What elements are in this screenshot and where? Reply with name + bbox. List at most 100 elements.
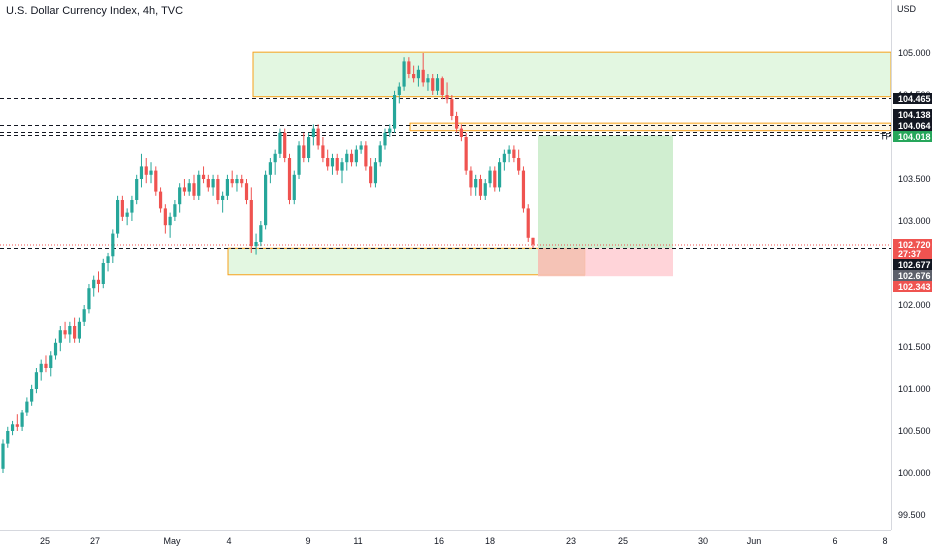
candle[interactable] — [469, 166, 473, 196]
candle[interactable] — [197, 170, 201, 200]
candle[interactable] — [168, 212, 172, 238]
candle[interactable] — [20, 410, 24, 431]
time-axis[interactable] — [0, 531, 891, 550]
candle[interactable] — [373, 158, 378, 188]
candle[interactable] — [87, 284, 91, 314]
candle[interactable] — [273, 149, 277, 175]
candle[interactable] — [321, 137, 325, 163]
candle[interactable] — [364, 141, 368, 171]
candle[interactable] — [139, 153, 144, 188]
position-target-area[interactable] — [538, 135, 673, 249]
candle[interactable] — [369, 158, 373, 188]
candle[interactable] — [392, 90, 397, 133]
candle[interactable] — [221, 191, 225, 213]
candle[interactable] — [259, 221, 263, 247]
candle[interactable] — [531, 237, 535, 248]
candle[interactable] — [326, 149, 330, 171]
candle[interactable] — [25, 397, 29, 416]
candle[interactable] — [445, 82, 449, 104]
candle[interactable] — [53, 338, 58, 360]
candle[interactable] — [268, 158, 272, 184]
candle[interactable] — [431, 74, 435, 95]
candle[interactable] — [149, 162, 153, 184]
candle[interactable] — [483, 179, 487, 200]
candle[interactable] — [502, 149, 506, 171]
candle[interactable] — [6, 426, 10, 448]
candle[interactable] — [254, 233, 258, 255]
candle[interactable] — [292, 170, 296, 205]
candle[interactable] — [474, 174, 478, 196]
candles-layer[interactable] — [1, 53, 535, 473]
candle[interactable] — [73, 317, 77, 343]
candle[interactable] — [297, 141, 301, 179]
candle[interactable] — [178, 183, 182, 213]
candle[interactable] — [493, 166, 497, 192]
candle[interactable] — [464, 132, 468, 175]
candle[interactable] — [158, 187, 163, 213]
candle[interactable] — [455, 111, 459, 133]
candle[interactable] — [278, 128, 282, 158]
candle[interactable] — [144, 158, 148, 184]
candle[interactable] — [154, 166, 158, 196]
candle[interactable] — [206, 174, 210, 192]
candle[interactable] — [397, 82, 401, 104]
supply_thin-zone[interactable] — [409, 122, 892, 132]
supply-zone[interactable] — [252, 51, 892, 98]
candle[interactable] — [383, 128, 387, 150]
candle[interactable] — [450, 95, 454, 121]
candle[interactable] — [192, 174, 196, 200]
candle[interactable] — [335, 153, 339, 175]
candle[interactable] — [115, 195, 120, 238]
candle[interactable] — [507, 145, 511, 163]
candle[interactable] — [68, 321, 72, 343]
candle[interactable] — [330, 153, 335, 175]
candle[interactable] — [182, 179, 187, 196]
candle[interactable] — [488, 166, 492, 188]
candle[interactable] — [211, 174, 215, 196]
candle[interactable] — [49, 351, 53, 377]
candle[interactable] — [349, 149, 354, 167]
candle[interactable] — [235, 174, 239, 192]
candle[interactable] — [96, 271, 101, 293]
candle[interactable] — [240, 174, 244, 188]
candle[interactable] — [187, 179, 191, 196]
candle[interactable] — [526, 204, 530, 242]
candle[interactable] — [459, 124, 463, 142]
candle[interactable] — [407, 57, 411, 79]
candle[interactable] — [39, 359, 43, 381]
candle[interactable] — [216, 174, 220, 205]
candle[interactable] — [44, 355, 48, 373]
candle[interactable] — [306, 132, 311, 163]
candle[interactable] — [1, 439, 5, 473]
candle[interactable] — [225, 174, 230, 200]
candle[interactable] — [163, 204, 167, 234]
candle[interactable] — [402, 57, 406, 91]
candle[interactable] — [264, 170, 268, 230]
candle[interactable] — [421, 53, 425, 87]
candle[interactable] — [388, 124, 392, 137]
candle[interactable] — [354, 145, 358, 167]
candle[interactable] — [435, 74, 440, 95]
candle[interactable] — [244, 179, 249, 205]
candle[interactable] — [340, 158, 344, 184]
candle[interactable] — [287, 153, 292, 205]
candle[interactable] — [111, 229, 115, 263]
candle[interactable] — [135, 174, 139, 205]
candle[interactable] — [517, 149, 521, 175]
candle[interactable] — [440, 76, 444, 100]
candle[interactable] — [283, 128, 287, 163]
candle[interactable] — [478, 174, 483, 200]
candle[interactable] — [77, 317, 81, 343]
candle[interactable] — [497, 158, 502, 192]
candle[interactable] — [82, 305, 86, 326]
candle[interactable] — [378, 141, 382, 167]
candle[interactable] — [30, 384, 34, 406]
candle[interactable] — [230, 170, 234, 188]
candle[interactable] — [201, 166, 206, 184]
candle[interactable] — [63, 321, 67, 339]
candle[interactable] — [10, 420, 15, 436]
candle[interactable] — [130, 195, 134, 221]
candle[interactable] — [521, 166, 526, 213]
candle[interactable] — [359, 141, 363, 154]
